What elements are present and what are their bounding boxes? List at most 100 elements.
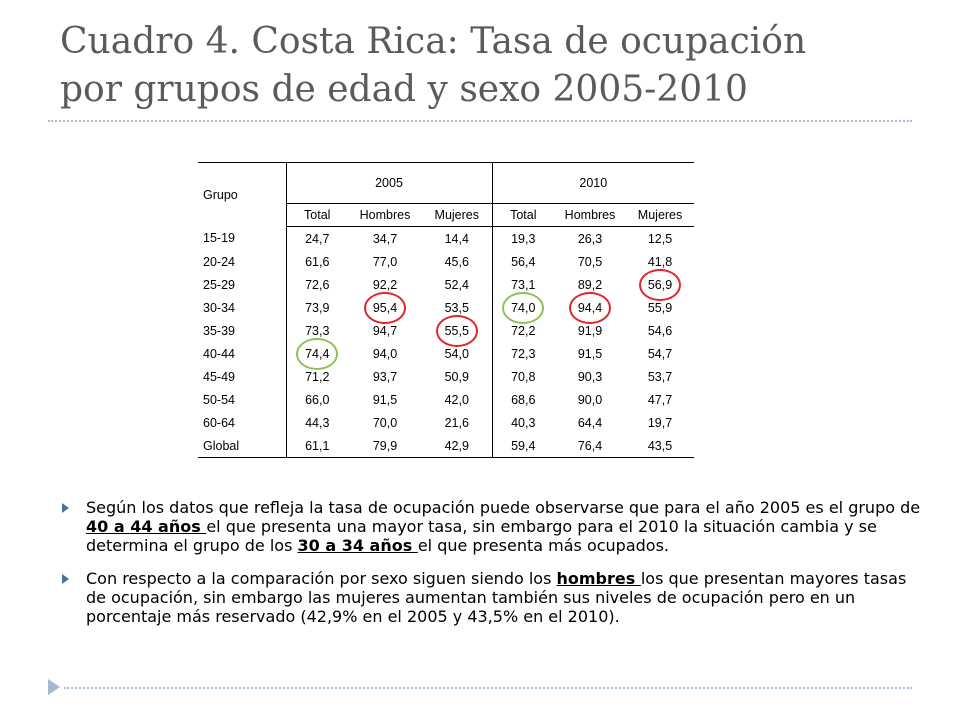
table-cell: 19,3	[511, 231, 536, 246]
table-cell: 73,9	[305, 300, 330, 315]
table-cell: 91,5	[372, 392, 398, 407]
table-cell: 45,6	[422, 250, 493, 273]
subheader-mujeres-2005: Mujeres	[422, 203, 493, 227]
table-cell: 70,8	[511, 369, 536, 384]
table-cell: 95,4	[348, 291, 422, 324]
highlight-circle: 94,4	[568, 291, 612, 324]
table-cell: 94,7	[372, 323, 398, 338]
table-row: Global 61,1 79,9 42,9 59,4 76,4 43,5	[198, 434, 695, 458]
table-cell: 72,6	[305, 277, 330, 292]
row-group-label: 15-19	[198, 226, 287, 250]
highlight-circle: 56,9	[638, 268, 682, 301]
table-cell: 73,3	[305, 323, 330, 338]
row-group-label: 25-29	[198, 273, 287, 296]
table-cell: 26,3	[577, 231, 603, 246]
header-year-2010: 2010	[492, 162, 695, 204]
finding-age-text-2: el que presenta una mayor tasa, sin emba…	[86, 517, 877, 555]
row-group-label: 45-49	[198, 365, 287, 388]
table-cell: 12,5	[647, 231, 673, 246]
table-cell: 55,9	[647, 300, 673, 315]
table-cell: 71,2	[305, 369, 330, 384]
table-cell: 91,5	[577, 346, 603, 361]
table-cell: 90,0	[577, 392, 603, 407]
highlight-circle: 95,4	[363, 291, 407, 324]
table-row: 20-24 61,6 77,0 45,6 56,4 70,5 41,8	[198, 250, 694, 273]
table-cell: 54,7	[647, 346, 673, 361]
table-cell: 91,9	[577, 323, 603, 338]
table-cell: 79,9	[348, 434, 422, 458]
slide-nav-arrow-icon	[48, 679, 60, 695]
table-body: 15-19 24,7 34,7 14,4 19,3 26,3 12,5 20-24 61,6 77…	[198, 226, 695, 458]
finding-age-emphasis-2: 30 a 34 años	[297, 536, 418, 555]
table-cell: 66,0	[305, 392, 330, 407]
table-cell: 54,6	[647, 323, 673, 338]
table-row: 35-39 73,3 94,7 55,5 72,2 91,9 54,6	[198, 314, 694, 347]
highlight-circle: 74,4	[295, 337, 339, 370]
subheader-mujeres-2010: Mujeres	[626, 203, 695, 227]
table-cell: 41,8	[647, 254, 673, 269]
table-cell: 76,4	[554, 434, 627, 458]
table-cell: 56,9	[626, 268, 694, 301]
table-row: 15-19 24,7 34,7 14,4 19,3 26,3 12,5	[198, 226, 694, 250]
findings-list: Según los datos que refleja la tasa de o…	[62, 498, 922, 640]
table-cell: 34,7	[372, 231, 398, 246]
finding-age-text-1: Según los datos que refleja la tasa de o…	[86, 498, 921, 517]
table-cell: 89,2	[577, 277, 603, 292]
row-group-label: 20-24	[198, 250, 287, 273]
table-cell: 74,0	[492, 291, 554, 324]
table-cell: 72,3	[511, 346, 536, 361]
subheader-hombres-2010: Hombres	[554, 203, 627, 227]
table-cell: 21,6	[422, 411, 493, 434]
table-cell: 52,4	[422, 273, 493, 296]
table-cell: 68,6	[511, 392, 536, 407]
highlight-circle: 55,5	[435, 314, 479, 347]
row-group-label: 50-54	[198, 388, 287, 411]
finding-age: Según los datos que refleja la tasa de o…	[62, 498, 922, 555]
subheader-total-2010: Total	[492, 203, 555, 227]
bullet-arrow-icon	[62, 574, 69, 584]
table-cell: 54,0	[422, 342, 493, 365]
table-cell: 47,7	[647, 392, 673, 407]
table-row: 45-49 71,2 93,7 50,9 70,8 90,3 53,7	[198, 365, 694, 388]
finding-sex-text-2: los que presentan mayores tasas de ocupa…	[86, 569, 907, 626]
table-cell: 94,4	[554, 291, 626, 324]
table-cell: 42,9	[422, 434, 493, 458]
subheader-total-2005: Total	[286, 203, 348, 227]
table-cell: 55,5	[422, 314, 493, 347]
table-cell: 61,1	[286, 434, 348, 458]
table-cell: 93,7	[372, 369, 398, 384]
finding-sex-emphasis-1: hombres	[556, 569, 641, 588]
table-cell: 43,5	[626, 434, 695, 458]
table-row: 50-54 66,0 91,5 42,0 68,6 90,0 47,7	[198, 388, 694, 411]
row-group-label: 30-34	[198, 296, 287, 319]
table-cell: 50,9	[422, 365, 493, 388]
table-row: 60-64 44,3 70,0 21,6 40,3 64,4 19,7	[198, 411, 694, 434]
title-line-2: por grupos de edad y sexo 2005-2010	[60, 69, 748, 110]
finding-age-text-3: el que presenta más ocupados.	[417, 536, 669, 555]
table-cell: 19,7	[647, 415, 673, 430]
bullet-arrow-icon	[62, 503, 69, 513]
slide-title: Cuadro 4. Costa Rica: Tasa de ocupación …	[60, 18, 920, 114]
highlight-circle: 74,0	[501, 291, 545, 324]
table-cell: 70,5	[577, 254, 603, 269]
row-group-label: 40-44	[198, 342, 287, 365]
title-line-1: Cuadro 4. Costa Rica: Tasa de ocupación	[60, 21, 807, 62]
row-group-label: 60-64	[198, 411, 287, 434]
finding-age-emphasis-1: 40 a 44 años	[86, 517, 207, 536]
header-year-2005: 2005	[286, 162, 493, 204]
row-group-label: 35-39	[198, 319, 287, 342]
table-cell: 74,4	[286, 337, 348, 370]
table-row: 25-29 72,6 92,2 52,4 73,1 89,2 56,9	[198, 268, 694, 301]
title-divider	[48, 120, 912, 122]
table-cell: 64,4	[577, 415, 603, 430]
table-cell: 42,0	[422, 388, 493, 411]
table-cell: 90,3	[577, 369, 603, 384]
table-cell: 70,0	[372, 415, 398, 430]
table-cell: 53,7	[647, 369, 673, 384]
table-cell: 44,3	[305, 415, 330, 430]
occupation-rate-table: Grupo 2005 2010 Total Hombres Mujeres To…	[198, 162, 695, 458]
row-group-label: Global	[198, 434, 287, 458]
table-cell: 94,0	[372, 346, 398, 361]
table-cell: 72,2	[511, 323, 536, 338]
header-grupo: Grupo	[198, 162, 287, 227]
